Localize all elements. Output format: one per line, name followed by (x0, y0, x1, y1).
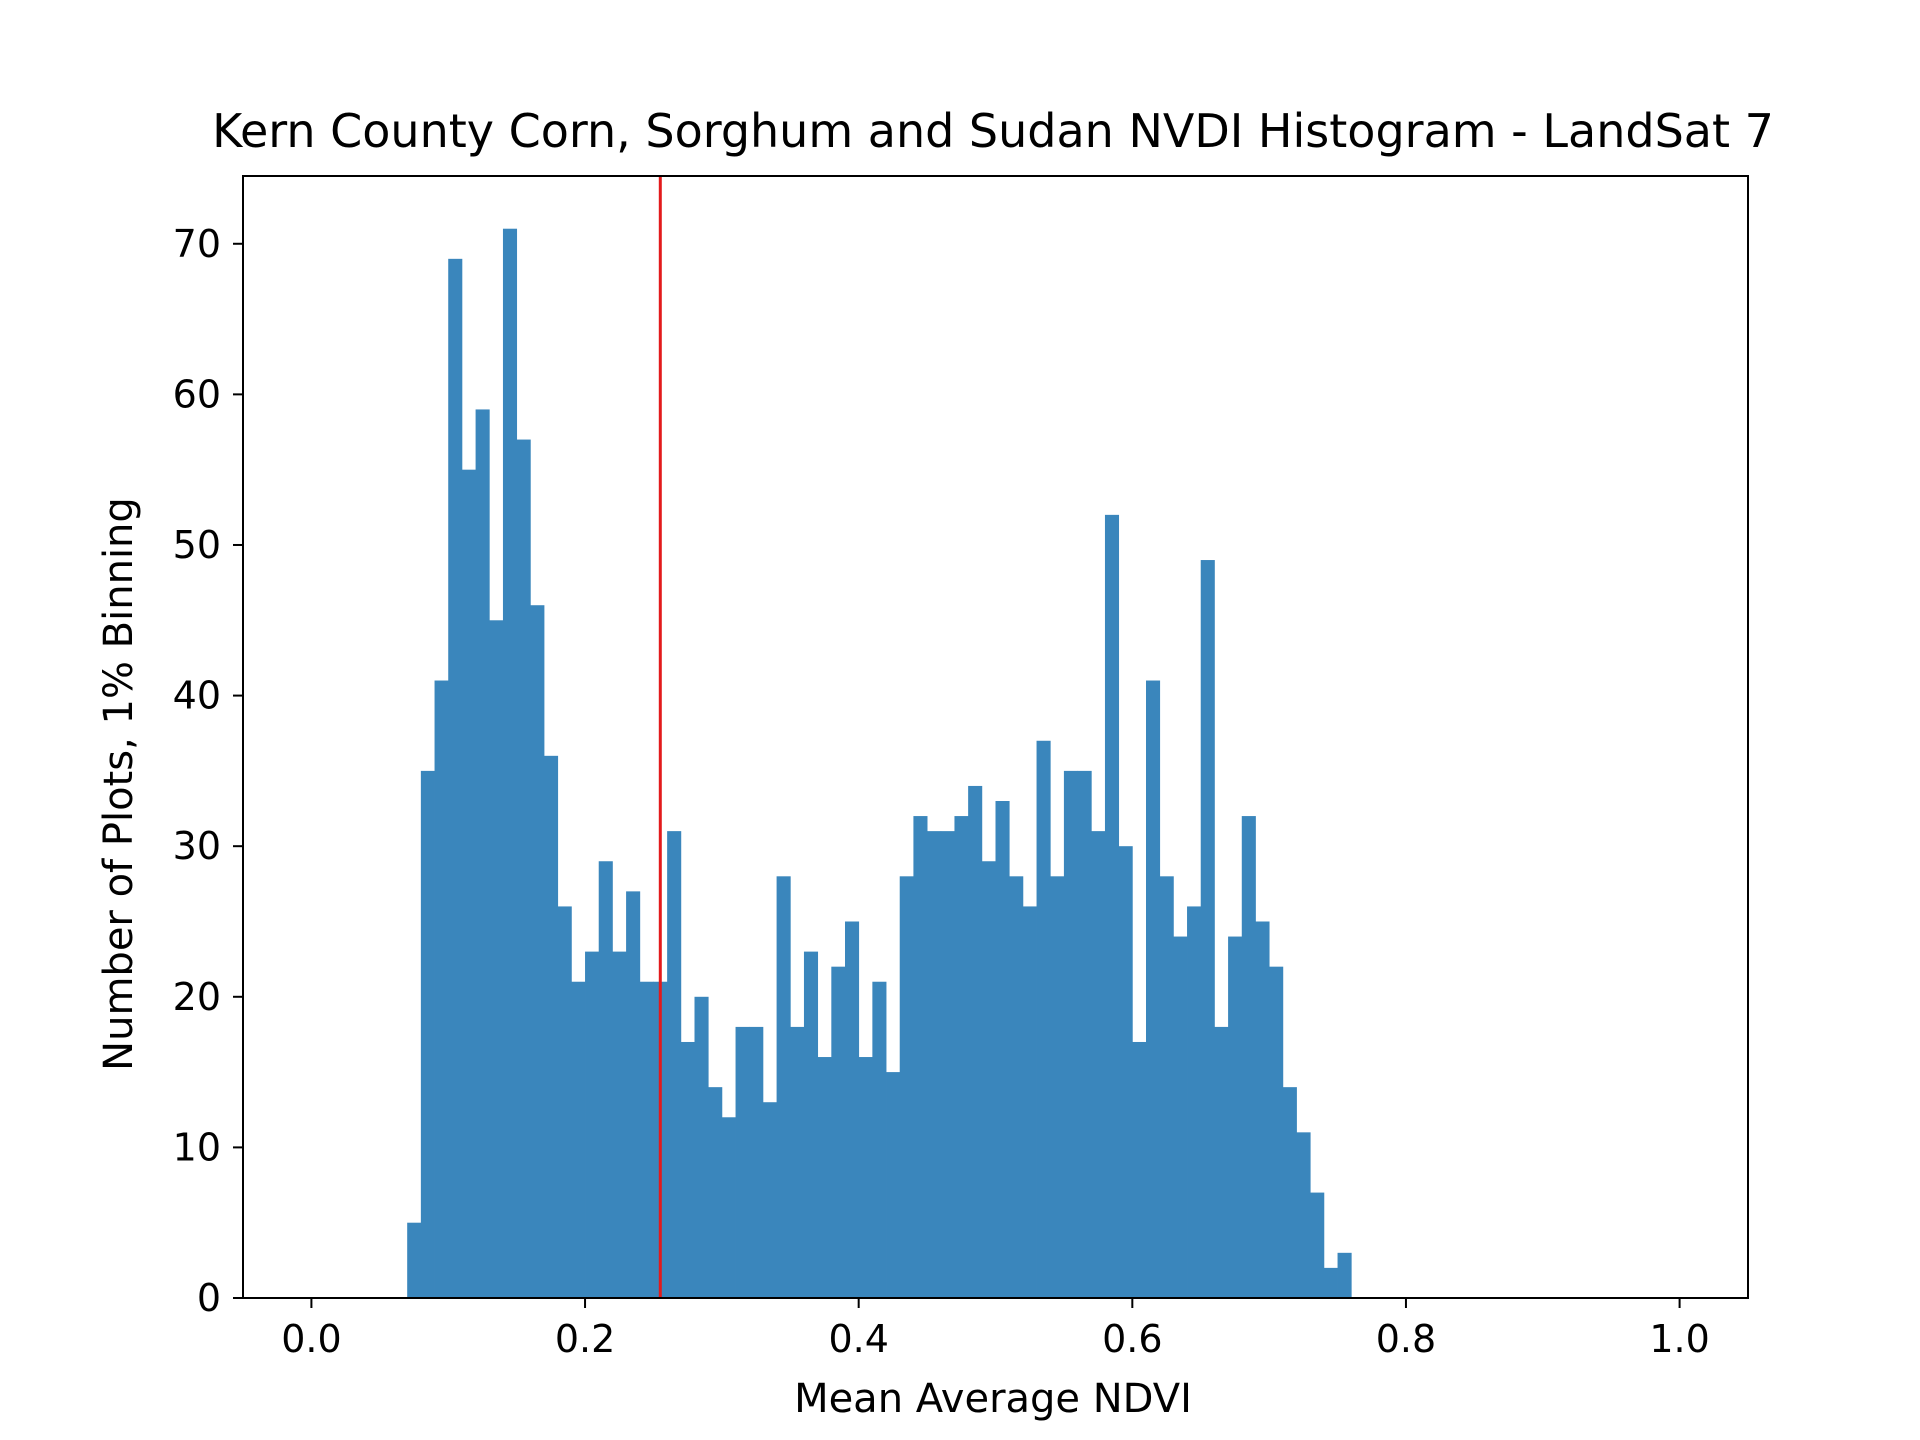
histogram-bar (1296, 1132, 1311, 1298)
histogram-bar (612, 951, 627, 1298)
histogram-bar (1009, 876, 1024, 1298)
histogram-bar (913, 816, 928, 1298)
histogram-bar (420, 770, 435, 1298)
histogram-bar (407, 1222, 422, 1298)
histogram-bar (434, 680, 449, 1298)
histogram-bar (694, 996, 709, 1298)
histogram-bar (557, 906, 572, 1298)
histogram-bar (667, 831, 682, 1298)
x-tick-label: 0.0 (281, 1317, 341, 1361)
histogram-bar (954, 816, 969, 1298)
histogram-bar (1200, 560, 1215, 1298)
histogram-bar (845, 921, 860, 1298)
histogram-bar (1310, 1192, 1325, 1298)
y-tick-label: 0 (197, 1276, 221, 1320)
y-tick-label: 40 (173, 674, 221, 718)
x-tick-label: 0.2 (555, 1317, 615, 1361)
histogram-bar (1091, 831, 1106, 1298)
histogram-bar (721, 1117, 736, 1298)
histogram-bar (1146, 680, 1161, 1298)
histogram-bar (530, 605, 545, 1298)
histogram-bar (817, 1057, 832, 1298)
histogram-bar (1050, 876, 1065, 1298)
histogram-bar (708, 1087, 723, 1298)
x-axis-label: Mean Average NDVI (794, 1376, 1192, 1422)
histogram-bar (749, 1026, 764, 1298)
histogram-bar (448, 258, 463, 1298)
histogram-bar (516, 439, 531, 1299)
histogram-bar (981, 861, 996, 1298)
y-tick-label: 50 (173, 523, 221, 567)
chart-title: Kern County Corn, Sorghum and Sudan NVDI… (212, 104, 1774, 158)
histogram-bar (1104, 514, 1120, 1298)
histogram-bar (872, 981, 887, 1298)
y-axis-ticks: 0 10 20 30 40 50 60 70 (173, 222, 243, 1320)
histogram-bar (831, 966, 846, 1298)
histogram-bar (776, 876, 791, 1298)
histogram-bar (968, 785, 983, 1298)
y-tick-label: 70 (173, 222, 221, 266)
histogram-bar (1077, 770, 1092, 1298)
histogram-bar (626, 891, 641, 1298)
histogram-bar (598, 861, 613, 1298)
histogram-bar (489, 620, 504, 1298)
histogram-bar (1323, 1267, 1338, 1298)
histogram-bar (475, 409, 490, 1298)
histogram-bar (1063, 770, 1078, 1298)
histogram-bar (502, 228, 518, 1298)
histogram-bar (461, 469, 476, 1298)
histogram-bars (407, 228, 1352, 1299)
histogram-bar (1173, 936, 1188, 1298)
histogram-bar (1214, 1026, 1229, 1298)
histogram-bar (899, 876, 914, 1298)
histogram-bar (1132, 1041, 1147, 1298)
x-tick-label: 1.0 (1649, 1317, 1709, 1361)
histogram-bar (1337, 1252, 1352, 1298)
histogram-bar (886, 1072, 901, 1298)
histogram-bar (1269, 966, 1284, 1298)
x-tick-label: 0.4 (828, 1317, 888, 1361)
histogram-bar (1282, 1087, 1297, 1298)
histogram-bar (1036, 740, 1051, 1298)
histogram-bar (585, 951, 600, 1298)
histogram-bar (680, 1041, 695, 1298)
y-tick-label: 10 (173, 1125, 221, 1169)
y-tick-label: 60 (173, 372, 221, 416)
histogram-bar (1118, 846, 1133, 1298)
histogram-bar (571, 981, 586, 1298)
histogram-bar (1228, 936, 1243, 1298)
histogram-bar (995, 801, 1010, 1298)
y-tick-label: 20 (173, 975, 221, 1019)
histogram-bar (940, 831, 955, 1298)
histogram-bar (735, 1026, 750, 1298)
histogram-bar (1022, 906, 1037, 1298)
plot-frame (242, 175, 1749, 1299)
histogram-bar (544, 755, 559, 1298)
histogram-bar (790, 1026, 805, 1298)
histogram-bar (858, 1057, 873, 1298)
histogram-bar (1241, 816, 1256, 1298)
histogram-bar (803, 951, 819, 1298)
histogram-bar (639, 981, 654, 1298)
histogram-bar (762, 1102, 777, 1298)
y-axis-label: Number of Plots, 1% Binning (96, 497, 142, 1071)
x-tick-label: 0.6 (1102, 1317, 1162, 1361)
histogram-bar (1187, 906, 1202, 1298)
histogram-bar (927, 831, 942, 1298)
histogram-bar (1255, 921, 1270, 1298)
y-tick-label: 30 (173, 824, 221, 868)
histogram-bar (1159, 876, 1174, 1298)
x-axis-ticks: 0.0 0.2 0.4 0.6 0.8 1.0 (281, 1298, 1710, 1361)
x-tick-label: 0.8 (1376, 1317, 1436, 1361)
